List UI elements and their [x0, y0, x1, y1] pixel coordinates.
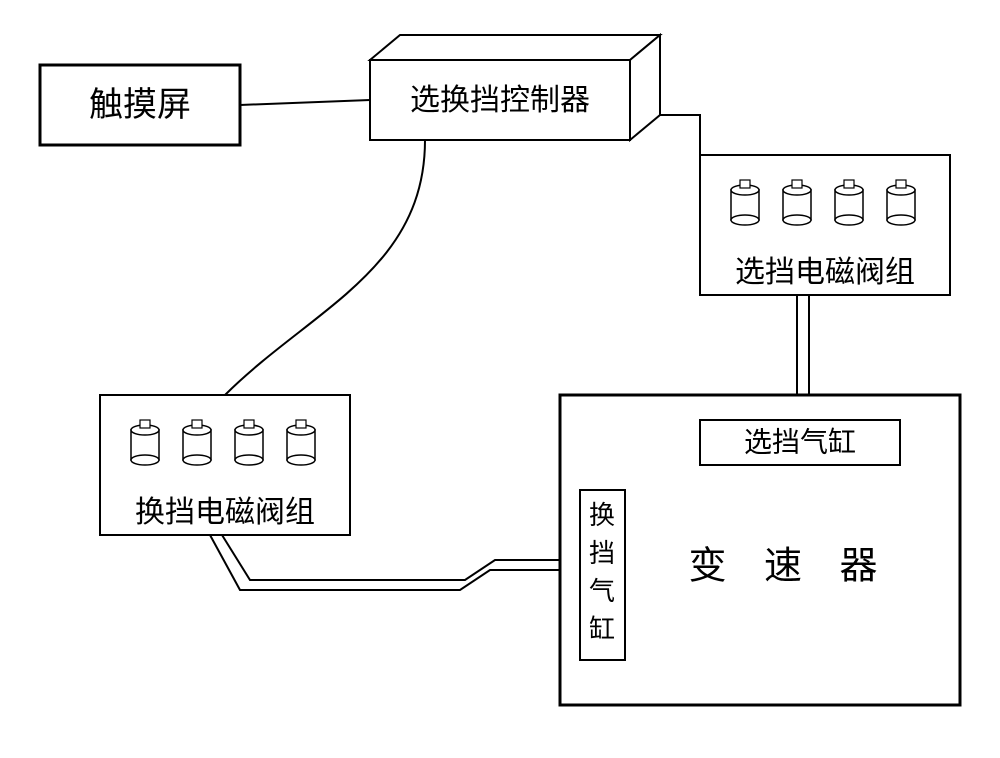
label-shift-cylinder-c3: 气	[589, 577, 615, 606]
edge-controller-shiftvalve	[225, 140, 425, 395]
edge-shiftvalve-shiftcyl	[210, 535, 580, 590]
node-controller: 选换挡控制器	[370, 35, 660, 140]
node-touchscreen: 触摸屏	[40, 65, 240, 145]
label-shift-cylinder-c2: 挡	[589, 539, 615, 568]
valve-cylinder-icon	[783, 180, 811, 225]
label-controller: 选换挡控制器	[410, 84, 590, 117]
valve-cylinder-icon	[235, 420, 263, 465]
node-transmission: 变 速 器 选挡气缸 换 挡 气 缸	[560, 395, 960, 705]
edge-touchscreen-controller	[240, 100, 370, 105]
diagram-canvas: 触摸屏 选换挡控制器 选挡电磁阀组 换挡电磁阀组 变 速 器 选挡气缸	[0, 0, 1000, 758]
valve-cylinder-icon	[887, 180, 915, 225]
label-select-cylinder: 选挡气缸	[744, 426, 856, 458]
label-select-valve-group: 选挡电磁阀组	[735, 256, 915, 289]
node-select-valve-group: 选挡电磁阀组	[700, 155, 950, 295]
label-touchscreen: 触摸屏	[89, 86, 191, 124]
label-shift-cylinder-c4: 缸	[589, 615, 615, 644]
node-shift-valve-group: 换挡电磁阀组	[100, 395, 350, 535]
label-transmission: 变 速 器	[688, 546, 891, 588]
node-shift-cylinder: 换 挡 气 缸	[580, 490, 625, 660]
label-shift-cylinder-c1: 换	[589, 501, 615, 530]
valve-cylinder-icon	[287, 420, 315, 465]
node-select-cylinder: 选挡气缸	[700, 420, 900, 465]
valve-cylinder-icon	[731, 180, 759, 225]
valve-cylinder-icon	[835, 180, 863, 225]
valve-cylinder-icon	[131, 420, 159, 465]
edge-controller-selectvalve	[660, 115, 700, 155]
valve-cylinder-icon	[183, 420, 211, 465]
label-shift-valve-group: 换挡电磁阀组	[135, 496, 315, 529]
